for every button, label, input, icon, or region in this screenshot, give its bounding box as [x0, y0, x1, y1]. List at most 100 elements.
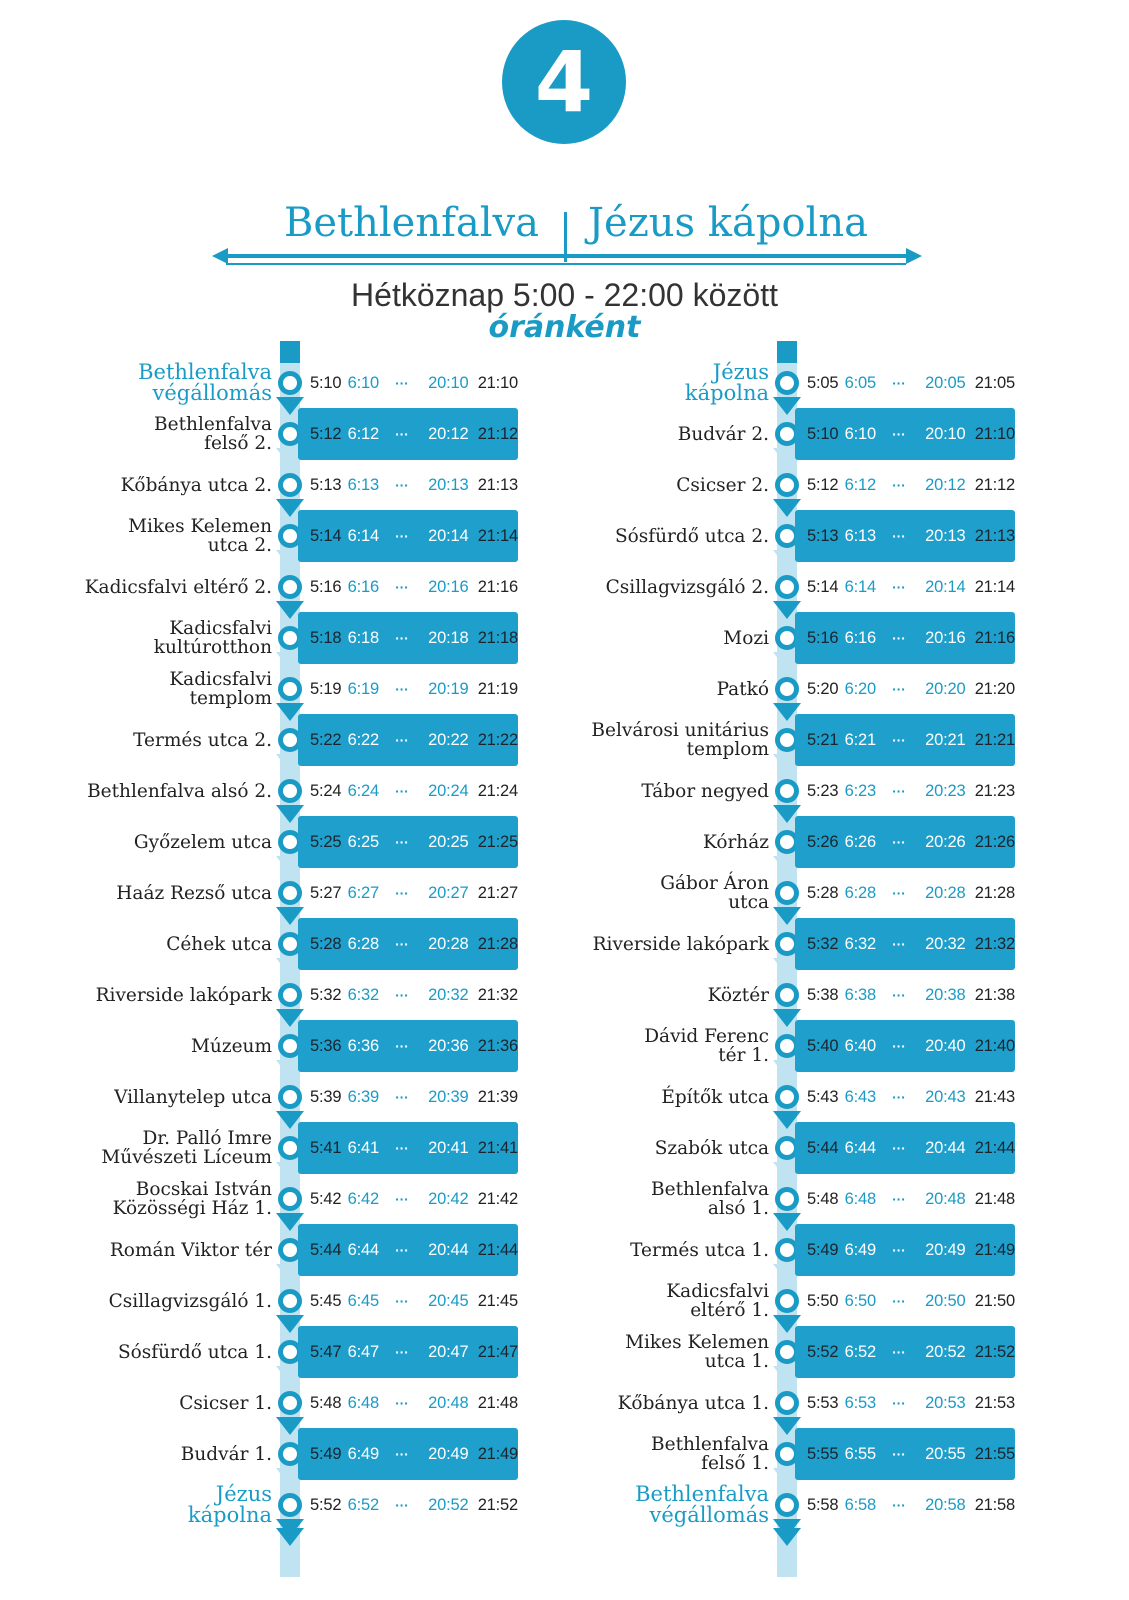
- stop-name: Bethlenfalva végállomás: [2, 357, 272, 409]
- route-arrow-icon: [276, 703, 304, 721]
- stop-name-line: eltérő 1.: [690, 1300, 769, 1321]
- stop-name: Bethlenfalva alsó 1.: [499, 1173, 769, 1225]
- last-departure: 21:47: [477, 1342, 518, 1361]
- stop-node-icon: [278, 983, 302, 1007]
- route-number: 4: [534, 33, 594, 131]
- first-departure: 5:42: [310, 1189, 342, 1208]
- departure-times: 5:52 6:52 ··· 20:52 21:52: [298, 1479, 518, 1531]
- ellipsis-icon: ···: [892, 426, 906, 442]
- last-departure: 21:52: [974, 1342, 1015, 1361]
- stop-name-lines: Kőbánya utca 2.: [121, 476, 272, 495]
- stop-row: Csillagvizsgáló 1. 5:45 6:45 ··· 20:45 21:45: [0, 1275, 530, 1327]
- stop-name-line: Jézus: [215, 1482, 272, 1506]
- route-arrow-icon: [773, 1009, 801, 1027]
- second-departure: 6:19: [347, 679, 380, 698]
- ellipsis-icon: ···: [892, 1089, 906, 1105]
- first-departure: 5:47: [310, 1342, 342, 1361]
- departure-times: 5:28 6:28 ··· 20:28 21:28: [298, 918, 518, 970]
- route-arrow-icon: [773, 1111, 801, 1129]
- ellipsis-icon: ···: [892, 1293, 906, 1309]
- first-departure: 5:12: [807, 475, 839, 494]
- route-arrow-icon: [773, 1060, 801, 1078]
- stop-row: Győzelem utca 5:25 6:25 ··· 20:25 21:25: [0, 816, 530, 868]
- second-departure: 6:44: [844, 1138, 877, 1157]
- departure-times: 5:47 6:47 ··· 20:47 21:47: [298, 1326, 518, 1378]
- route-arrow-icon: [773, 907, 801, 925]
- last-departure: 21:10: [477, 373, 518, 392]
- stop-name: Bethlenfalva alsó 2.: [2, 765, 272, 817]
- second-departure: 6:10: [844, 424, 877, 443]
- first-departure: 5:49: [310, 1444, 342, 1463]
- stop-row: Riverside lakópark 5:32 6:32 ··· 20:32 21:32: [0, 969, 530, 1021]
- route-arrow-icon: [276, 550, 304, 568]
- stop-name-line: Csillagvizsgáló 1.: [108, 1290, 272, 1312]
- stop-name: Sósfürdő utca 1.: [2, 1326, 272, 1378]
- stop-name-lines: Köztér: [708, 986, 769, 1005]
- first-departure: 5:39: [310, 1087, 342, 1106]
- stop-name-line: Termés utca 1.: [630, 1239, 769, 1261]
- second-departure: 6:48: [844, 1189, 877, 1208]
- last-departure: 21:58: [974, 1495, 1015, 1514]
- penultimate-departure: 20:45: [428, 1291, 469, 1310]
- second-departure: 6:32: [347, 985, 380, 1004]
- penultimate-departure: 20:20: [925, 679, 966, 698]
- last-departure: 21:28: [974, 883, 1015, 902]
- last-departure: 21:41: [477, 1138, 518, 1157]
- first-departure: 5:25: [310, 832, 342, 851]
- stop-name-line: Villanytelep utca: [114, 1086, 272, 1108]
- first-departure: 5:45: [310, 1291, 342, 1310]
- first-departure: 5:19: [310, 679, 342, 698]
- first-departure: 5:58: [807, 1495, 839, 1514]
- departure-times: 5:49 6:49 ··· 20:49 21:49: [795, 1224, 1015, 1276]
- penultimate-departure: 20:26: [925, 832, 966, 851]
- stop-row: Villanytelep utca 5:39 6:39 ··· 20:39 21:39: [0, 1071, 530, 1123]
- last-departure: 21:28: [477, 934, 518, 953]
- first-departure: 5:44: [807, 1138, 839, 1157]
- stop-name: Csillagvizsgáló 1.: [2, 1275, 272, 1327]
- departure-times: 5:42 6:42 ··· 20:42 21:42: [298, 1173, 518, 1225]
- departure-times: 5:16 6:16 ··· 20:16 21:16: [298, 561, 518, 613]
- ellipsis-icon: ···: [892, 1191, 906, 1207]
- stop-name-line: tér 1.: [718, 1045, 769, 1066]
- stop-name-lines: Patkó: [717, 680, 769, 699]
- first-departure: 5:21: [807, 730, 839, 749]
- ellipsis-icon: ···: [395, 885, 409, 901]
- second-departure: 6:14: [844, 577, 877, 596]
- ellipsis-icon: ···: [892, 834, 906, 850]
- departure-times: 5:45 6:45 ··· 20:45 21:45: [298, 1275, 518, 1327]
- second-departure: 6:25: [347, 832, 380, 851]
- penultimate-departure: 20:49: [428, 1444, 469, 1463]
- stop-node-icon: [775, 983, 799, 1007]
- stop-name-lines: Kadicsfalvi kultúrotthon: [154, 619, 272, 657]
- second-departure: 6:49: [844, 1240, 877, 1259]
- stop-name: Kadicsfalvi templom: [2, 663, 272, 715]
- stop-node-icon: [775, 473, 799, 497]
- last-departure: 21:10: [974, 424, 1015, 443]
- second-departure: 6:47: [347, 1342, 380, 1361]
- departure-times: 5:27 6:27 ··· 20:27 21:27: [298, 867, 518, 919]
- departure-times: 5:05 6:05 ··· 20:05 21:05: [795, 357, 1015, 409]
- penultimate-departure: 20:18: [428, 628, 469, 647]
- stop-row: Jézus kápolna 5:05 6:05 ··· 20:05 21:05: [497, 357, 1027, 409]
- stop-node-icon: [278, 473, 302, 497]
- route-arrow-icon: [773, 958, 801, 976]
- stop-name: Budvár 2.: [499, 408, 769, 460]
- last-departure: 21:25: [477, 832, 518, 851]
- stop-name-lines: Riverside lakópark: [96, 986, 272, 1005]
- second-departure: 6:55: [844, 1444, 877, 1463]
- ellipsis-icon: ···: [395, 1497, 409, 1513]
- stop-name: Múzeum: [2, 1020, 272, 1072]
- first-departure: 5:20: [807, 679, 839, 698]
- stop-node-icon: [775, 881, 799, 905]
- stop-name-line: Művészeti Líceum: [101, 1147, 272, 1168]
- second-departure: 6:13: [844, 526, 877, 545]
- last-departure: 21:14: [477, 526, 518, 545]
- route-arrow-icon: [276, 1162, 304, 1180]
- last-departure: 21:21: [974, 730, 1015, 749]
- penultimate-departure: 20:48: [428, 1393, 469, 1412]
- stop-node-icon: [775, 575, 799, 599]
- stop-name-line: Bethlenfalva: [651, 1179, 769, 1200]
- last-departure: 21:39: [477, 1087, 518, 1106]
- stop-name-lines: Bethlenfalva végállomás: [635, 1484, 769, 1526]
- penultimate-departure: 20:21: [925, 730, 966, 749]
